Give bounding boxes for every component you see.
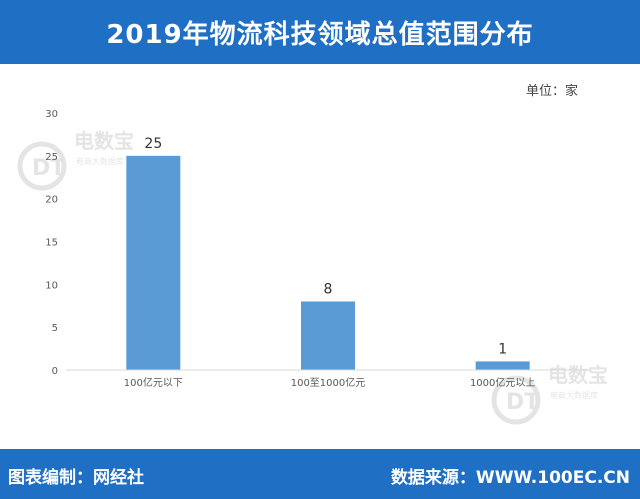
svg-text:电商大数据库: 电商大数据库 xyxy=(550,390,598,400)
y-tick-label: 25 xyxy=(45,152,58,163)
y-tick-label: 10 xyxy=(45,280,58,291)
y-tick-label: 20 xyxy=(45,195,58,206)
y-tick-label: 15 xyxy=(45,238,58,249)
footer-credit: 图表编制：网经社 xyxy=(8,468,144,488)
bar xyxy=(475,361,530,370)
chart-title-banner: 2019年物流科技领域总值范围分布 xyxy=(0,0,640,64)
data-label: 1 xyxy=(498,341,507,357)
svg-text:电数宝: 电数宝 xyxy=(548,363,608,387)
bar xyxy=(301,301,355,370)
bars-group: 25 8 1 xyxy=(126,136,530,370)
x-tick-label: 100亿元以下 xyxy=(124,376,183,389)
footer-banner: 图表编制：网经社 数据来源：WWW.100EC.CN xyxy=(0,449,640,499)
watermark-logo-top: DT 电数宝 电商大数据库 xyxy=(17,129,134,191)
bar-chart: 0 5 10 15 20 25 30 25 8 1 100亿元以下 100至1000亿元 1000亿… xyxy=(45,109,590,389)
data-label: 8 xyxy=(324,281,333,297)
x-tick-label: 1000亿元以上 xyxy=(470,376,535,389)
y-tick-label: 0 xyxy=(52,366,58,377)
svg-text:DT: DT xyxy=(32,156,65,181)
chart-title: 2019年物流科技领域总值范围分布 xyxy=(106,19,534,50)
x-tick-label: 100至1000亿元 xyxy=(291,376,366,389)
svg-text:电数宝: 电数宝 xyxy=(74,129,134,153)
data-label: 25 xyxy=(144,136,162,152)
svg-text:DT: DT xyxy=(506,390,539,415)
svg-text:电商大数据库: 电商大数据库 xyxy=(76,156,124,166)
unit-label: 单位：家 xyxy=(525,84,578,99)
y-tick-label: 30 xyxy=(45,109,58,120)
bar xyxy=(126,155,181,370)
footer-source: 数据来源：WWW.100EC.CN xyxy=(390,468,630,488)
x-axis: 100亿元以下 100至1000亿元 1000亿元以上 xyxy=(66,369,590,389)
watermark-logo-bottom: DT 电数宝 电商大数据库 xyxy=(491,363,608,425)
y-axis: 0 5 10 15 20 25 30 xyxy=(45,109,58,377)
y-tick-label: 5 xyxy=(52,323,58,334)
